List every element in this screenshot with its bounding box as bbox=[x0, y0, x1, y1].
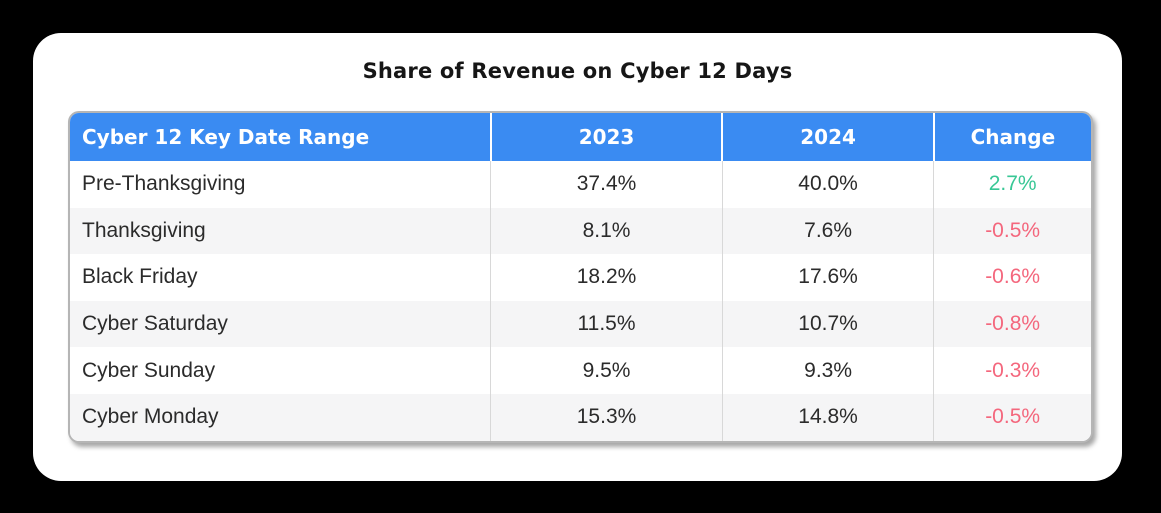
table-header-row: Cyber 12 Key Date Range 2023 2024 Change bbox=[70, 113, 1091, 161]
cell-change: -0.8% bbox=[933, 300, 1091, 348]
cell-change: -0.3% bbox=[933, 347, 1091, 394]
cell-2024: 9.3% bbox=[721, 347, 934, 394]
cell-2024: 40.0% bbox=[721, 161, 934, 208]
cell-2023: 18.2% bbox=[490, 254, 723, 301]
cell-date-range: Cyber Sunday bbox=[82, 358, 216, 382]
cell-2023: 15.3% bbox=[490, 393, 723, 441]
table-row: Cyber Saturday 11.5% 10.7% -0.8% bbox=[70, 300, 1091, 348]
cell-date-range: Cyber Monday bbox=[70, 393, 491, 441]
table-header: Cyber 12 Key Date Range 2023 2024 Change bbox=[70, 113, 1091, 161]
cell-date-range: Pre-Thanksgiving bbox=[82, 172, 246, 196]
cell-2024: 14.8% bbox=[721, 393, 934, 441]
cell-2023: 9.5% bbox=[490, 347, 723, 394]
cell-2024: 7.6% bbox=[721, 207, 934, 255]
cell-date-range: Black Friday bbox=[82, 265, 198, 289]
table-row: Black Friday 18.2% 17.6% -0.6% bbox=[70, 254, 1091, 301]
table-body: Pre-Thanksgiving 37.4% 40.0% 2.7% Thanks… bbox=[70, 161, 1091, 441]
cell-change: -0.5% bbox=[933, 207, 1091, 255]
cell-2023: 8.1% bbox=[490, 207, 723, 255]
cell-change: -0.6% bbox=[933, 254, 1091, 301]
table-row: Thanksgiving 8.1% 7.6% -0.5% bbox=[70, 207, 1091, 255]
page-title: Share of Revenue on Cyber 12 Days bbox=[362, 59, 793, 83]
cell-2023: 37.4% bbox=[490, 161, 723, 208]
cell-change: -0.5% bbox=[933, 393, 1091, 441]
cell-2024: 10.7% bbox=[721, 300, 934, 348]
content-card: Share of Revenue on Cyber 12 Days Cyber … bbox=[33, 33, 1122, 481]
table-row: Cyber Sunday 9.5% 9.3% -0.3% bbox=[70, 347, 1091, 394]
revenue-share-table: Cyber 12 Key Date Range 2023 2024 Change… bbox=[68, 111, 1093, 443]
cell-change: 2.7% bbox=[933, 161, 1091, 208]
column-header-2023: 2023 bbox=[489, 113, 723, 161]
column-header-change: Change bbox=[932, 113, 1091, 161]
cell-2024: 17.6% bbox=[721, 254, 934, 301]
cell-date-range: Thanksgiving bbox=[70, 207, 491, 255]
column-header-date-range: Cyber 12 Key Date Range bbox=[70, 113, 491, 161]
table-row: Pre-Thanksgiving 37.4% 40.0% 2.7% bbox=[70, 161, 1091, 208]
cell-date-range: Cyber Saturday bbox=[70, 300, 491, 348]
cell-2023: 11.5% bbox=[490, 300, 723, 348]
column-header-2024: 2024 bbox=[721, 113, 934, 161]
table-row: Cyber Monday 15.3% 14.8% -0.5% bbox=[70, 393, 1091, 441]
